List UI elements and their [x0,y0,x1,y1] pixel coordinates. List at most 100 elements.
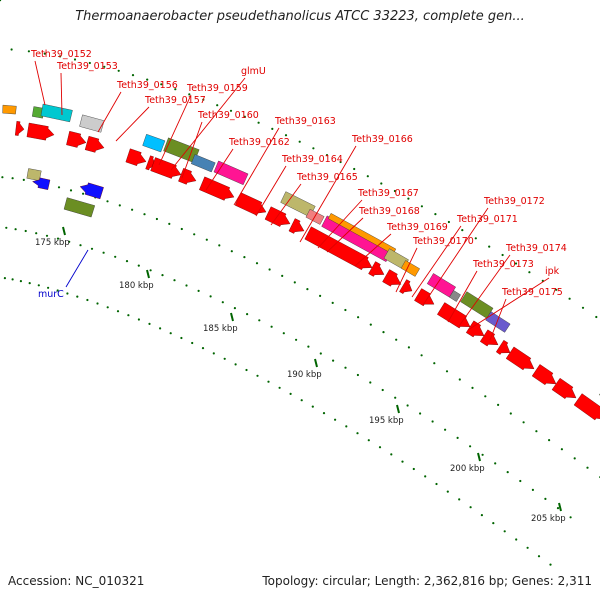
tick-dot [82,192,85,195]
tick-dot [180,336,183,340]
tick-dot [169,332,172,335]
label-leader [467,277,550,331]
forward-cds-arrow [26,122,55,141]
tick-dot [497,403,500,406]
accession-text: Accession: NC_010321 [8,574,145,588]
scale-label: 175 kbp [35,238,70,248]
label-leader [170,77,246,171]
tick-dot [88,61,91,65]
cog-feature [190,154,216,173]
gene-label: Teth39_0167 [357,188,419,199]
tick-dot [218,244,221,247]
scale-label: 185 kbp [203,324,238,334]
tick-dot [125,260,129,263]
tick-dot [469,506,472,509]
gene-label: Teth39_0164 [281,154,343,165]
tick-dot [155,217,158,221]
tick-dot [319,352,322,355]
tick-dot [137,264,140,267]
tick-dot [568,297,571,300]
tick-dot [3,277,6,280]
tick-dot [461,229,464,232]
scale-tick [558,502,562,512]
label-leader [158,94,192,166]
tick-dot [319,294,322,297]
tick-dot [246,313,249,316]
tick-dot [322,412,326,415]
cog-feature [26,168,42,181]
tick-dot [481,453,484,456]
tick-dot [159,327,162,330]
tick-dot [456,436,459,439]
gene-label: Teth39_0156 [116,80,178,91]
tick-dot [420,205,423,208]
tick-dot [161,274,164,277]
tick-dot [509,412,512,415]
tick-dot [431,420,434,423]
tick-dot [59,55,62,58]
tick-dot [116,310,120,313]
tick-dot [191,341,194,345]
tick-dot [560,448,564,451]
tick-dot [458,498,461,501]
forward-cds-arrow [437,302,471,329]
tick-dot [284,134,288,137]
tick-dot [407,346,410,349]
tick-dot [201,347,205,350]
gene-label: Teth39_0165 [296,172,358,183]
gene-label: glmU [241,66,266,77]
cog-feature [449,290,461,302]
tick-dot [293,281,296,284]
tick-dot [221,301,224,304]
tick-dot [382,331,385,334]
forward-cds-arrow [368,261,385,277]
forward-cds-arrow [573,393,600,421]
tick-dot [444,428,447,431]
forward-cds-arrow [382,269,402,287]
tick-dot [531,488,535,491]
tick-dot [73,58,77,61]
tick-dot [424,475,427,478]
tick-dot [56,289,59,292]
scale-tick [230,312,234,322]
scale-tick [477,452,481,462]
tick-dot [515,538,518,541]
tick-dot [234,363,237,366]
tick-dot [96,302,99,305]
forward-cds-arrow [505,346,535,371]
tick-dot [27,50,30,53]
tick-dot [11,278,14,281]
tick-dot [406,404,409,407]
tick-dot [366,175,369,178]
tick-dot [68,240,71,243]
forward-cds-arrow [414,288,435,307]
cog-feature [400,260,420,277]
tick-dot [367,439,370,442]
tick-dot [420,354,423,357]
tick-dot [300,399,303,402]
forward-cds-arrow [531,364,557,386]
tick-dot [205,238,208,241]
tick-dot [419,412,422,415]
tick-dot [230,250,233,253]
tick-dot [307,345,310,348]
cog-features [2,103,600,396]
gene-label: Teth39_0170 [412,236,474,247]
tick-dot [14,228,17,231]
label-leader [326,217,364,253]
tick-dot [168,222,171,225]
tick-dot [492,522,495,525]
tick-dot [395,338,398,341]
forward-cds-arrow [14,121,25,136]
tick-dot [137,318,140,321]
forward-cds-arrow [125,148,147,166]
label-leader [97,91,122,133]
scale-tick [146,269,150,279]
tick-dot [197,289,200,292]
tick-dot [5,226,8,229]
gene-label: Teth39_0175 [501,287,563,298]
tick-dot [117,69,120,72]
tick-dot [268,268,271,271]
forward-cds-arrow [66,130,87,148]
